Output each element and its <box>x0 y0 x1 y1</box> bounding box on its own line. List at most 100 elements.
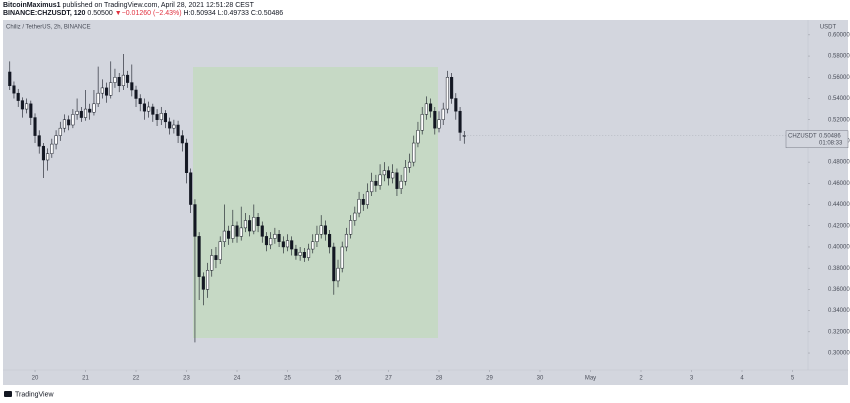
candle <box>193 199 197 343</box>
candle-body <box>130 82 134 91</box>
candle-body <box>147 106 151 112</box>
candle-body <box>378 174 382 186</box>
candle-body <box>260 225 264 237</box>
highlight-box <box>193 67 438 338</box>
candle-body <box>319 225 323 235</box>
candle <box>83 90 88 121</box>
candle <box>184 138 189 184</box>
low: L:0.49733 <box>218 10 249 17</box>
candle <box>315 225 319 247</box>
y-tick-label: 0.56000 <box>828 75 850 81</box>
y-tick-label: 0.44000 <box>828 202 850 208</box>
candle <box>302 248 306 262</box>
candle-body <box>239 227 243 237</box>
candle <box>365 183 369 209</box>
candle-body <box>20 100 24 110</box>
y-tick-label: 0.38000 <box>828 266 850 272</box>
candle-body <box>8 71 12 87</box>
x-tick-label: 27 <box>385 376 392 382</box>
candle <box>163 110 168 129</box>
candle-body <box>172 124 176 129</box>
candle-body <box>264 236 269 246</box>
candle <box>323 220 327 241</box>
candle <box>344 227 348 252</box>
candle-body <box>184 142 189 173</box>
x-tick-label: 23 <box>183 376 190 382</box>
candle <box>189 168 193 214</box>
candle <box>243 213 247 233</box>
x-tick-label: May <box>585 376 596 382</box>
candle-body <box>450 77 454 99</box>
candle <box>361 193 365 211</box>
candle <box>328 230 332 254</box>
brand: TradingView <box>15 391 54 398</box>
y-tick-label: 0.46000 <box>828 181 850 187</box>
candle <box>25 98 29 114</box>
candle <box>62 114 67 133</box>
high: H:0.50934 <box>184 10 216 17</box>
candle-body <box>113 77 117 83</box>
candle-body <box>142 103 146 112</box>
candle <box>370 172 374 197</box>
candle <box>197 232 201 300</box>
x-tick-label: 28 <box>436 376 443 382</box>
candle <box>92 90 96 116</box>
candle-body <box>67 119 71 126</box>
candle-body <box>62 119 67 129</box>
candle <box>458 106 462 141</box>
chart-title: Chiliz / TetherUS, 2h, BINANCE <box>6 25 91 31</box>
candle <box>311 234 315 254</box>
candle <box>210 249 214 277</box>
candle-body <box>83 108 88 118</box>
candle-body <box>437 119 441 129</box>
published: published on TradingView.com, April 28, … <box>63 2 255 9</box>
candle <box>41 143 45 179</box>
candle <box>37 130 41 154</box>
candle <box>424 96 428 120</box>
candle-body <box>54 135 58 145</box>
candle-body <box>285 240 290 248</box>
candle-body <box>323 225 327 235</box>
author: BitcoinMaximus1 <box>3 2 61 9</box>
candle <box>147 101 151 118</box>
candle-body <box>416 130 420 144</box>
x-tick-label: 26 <box>335 376 342 382</box>
symbol: BINANCE:CHZUSDT, 120 <box>3 10 86 17</box>
x-tick-label: 22 <box>133 376 140 382</box>
candle-body <box>424 103 428 115</box>
candle-body <box>336 267 340 282</box>
candle <box>218 236 222 264</box>
candle-body <box>361 198 365 205</box>
candle-body <box>201 276 205 290</box>
last-price-symbol: CHZUSDT <box>788 133 817 139</box>
candle-body <box>454 98 458 112</box>
candle <box>54 130 58 150</box>
candle <box>100 79 104 99</box>
candle-body <box>109 82 113 96</box>
candle-body <box>365 191 369 205</box>
candle-body <box>307 248 311 258</box>
candle-body <box>328 233 332 248</box>
candle-body <box>16 92 20 101</box>
candle-body <box>197 236 201 277</box>
candle-body <box>294 248 298 256</box>
candle-body <box>88 108 92 113</box>
candle <box>391 164 395 184</box>
candle-body <box>138 98 142 105</box>
candle <box>130 64 134 97</box>
candle-body <box>79 110 83 118</box>
candle <box>79 106 83 122</box>
candle-body <box>46 153 50 161</box>
candle <box>408 153 412 173</box>
candle-body <box>33 117 37 136</box>
candle <box>46 148 50 171</box>
candle <box>277 230 281 247</box>
candle-body <box>281 241 285 248</box>
candle <box>264 232 269 252</box>
candle <box>151 103 155 122</box>
candle <box>113 68 117 88</box>
candle <box>50 138 54 158</box>
y-tick-label: 0.40000 <box>828 245 850 251</box>
candle-body <box>290 240 294 250</box>
